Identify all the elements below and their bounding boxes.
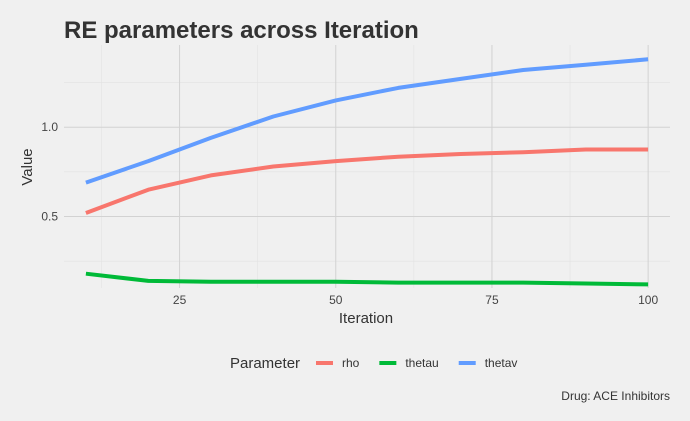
legend-label-thetau: thetau (405, 356, 438, 370)
y-tick-label: 1.0 (41, 120, 58, 134)
legend: Parameter rho thetau thetav (230, 355, 517, 372)
x-tick-label: 100 (638, 293, 658, 307)
legend-label-thetav: thetav (485, 356, 518, 370)
grid (64, 45, 670, 288)
y-axis-title: Value (19, 148, 36, 185)
x-axis-title: Iteration (339, 310, 393, 327)
series-line-thetau (85, 271, 649, 287)
axis-ticks: 25 50 75 100 0.5 1.0 (41, 120, 658, 307)
x-tick-label: 50 (329, 293, 343, 307)
y-tick-label: 0.5 (41, 210, 58, 224)
legend-label-rho: rho (342, 356, 360, 370)
chart-caption: Drug: ACE Inhibitors (561, 389, 670, 403)
legend-title: Parameter (230, 355, 300, 372)
series-lines (85, 57, 649, 287)
x-tick-label: 75 (485, 293, 499, 307)
chart-title: RE parameters across Iteration (64, 17, 419, 44)
series-line-thetav (85, 57, 649, 185)
x-tick-label: 25 (173, 293, 187, 307)
series-line-rho (85, 147, 649, 215)
